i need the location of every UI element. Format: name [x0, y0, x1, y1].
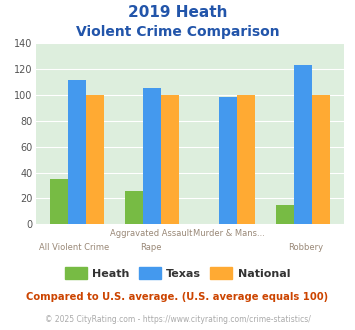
Bar	[294, 65, 312, 224]
Text: Murder & Mans...: Murder & Mans...	[193, 229, 264, 238]
Bar	[161, 95, 179, 224]
Bar	[237, 95, 255, 224]
Text: © 2025 CityRating.com - https://www.cityrating.com/crime-statistics/: © 2025 CityRating.com - https://www.city…	[45, 315, 310, 324]
Text: 2019 Heath: 2019 Heath	[128, 5, 227, 20]
Bar	[50, 179, 68, 224]
Bar	[68, 81, 86, 224]
Legend: Heath, Texas, National: Heath, Texas, National	[60, 263, 295, 283]
Text: Rape: Rape	[141, 243, 162, 251]
Text: All Violent Crime: All Violent Crime	[39, 243, 109, 251]
Bar	[125, 191, 143, 224]
Text: Violent Crime Comparison: Violent Crime Comparison	[76, 25, 279, 39]
Bar	[312, 95, 330, 224]
Text: Robbery: Robbery	[288, 243, 323, 251]
Bar	[276, 205, 294, 224]
Bar	[219, 97, 237, 224]
Bar	[143, 88, 161, 224]
Text: Compared to U.S. average. (U.S. average equals 100): Compared to U.S. average. (U.S. average …	[26, 292, 329, 302]
Text: Aggravated Assault: Aggravated Assault	[110, 229, 192, 238]
Bar	[86, 95, 104, 224]
